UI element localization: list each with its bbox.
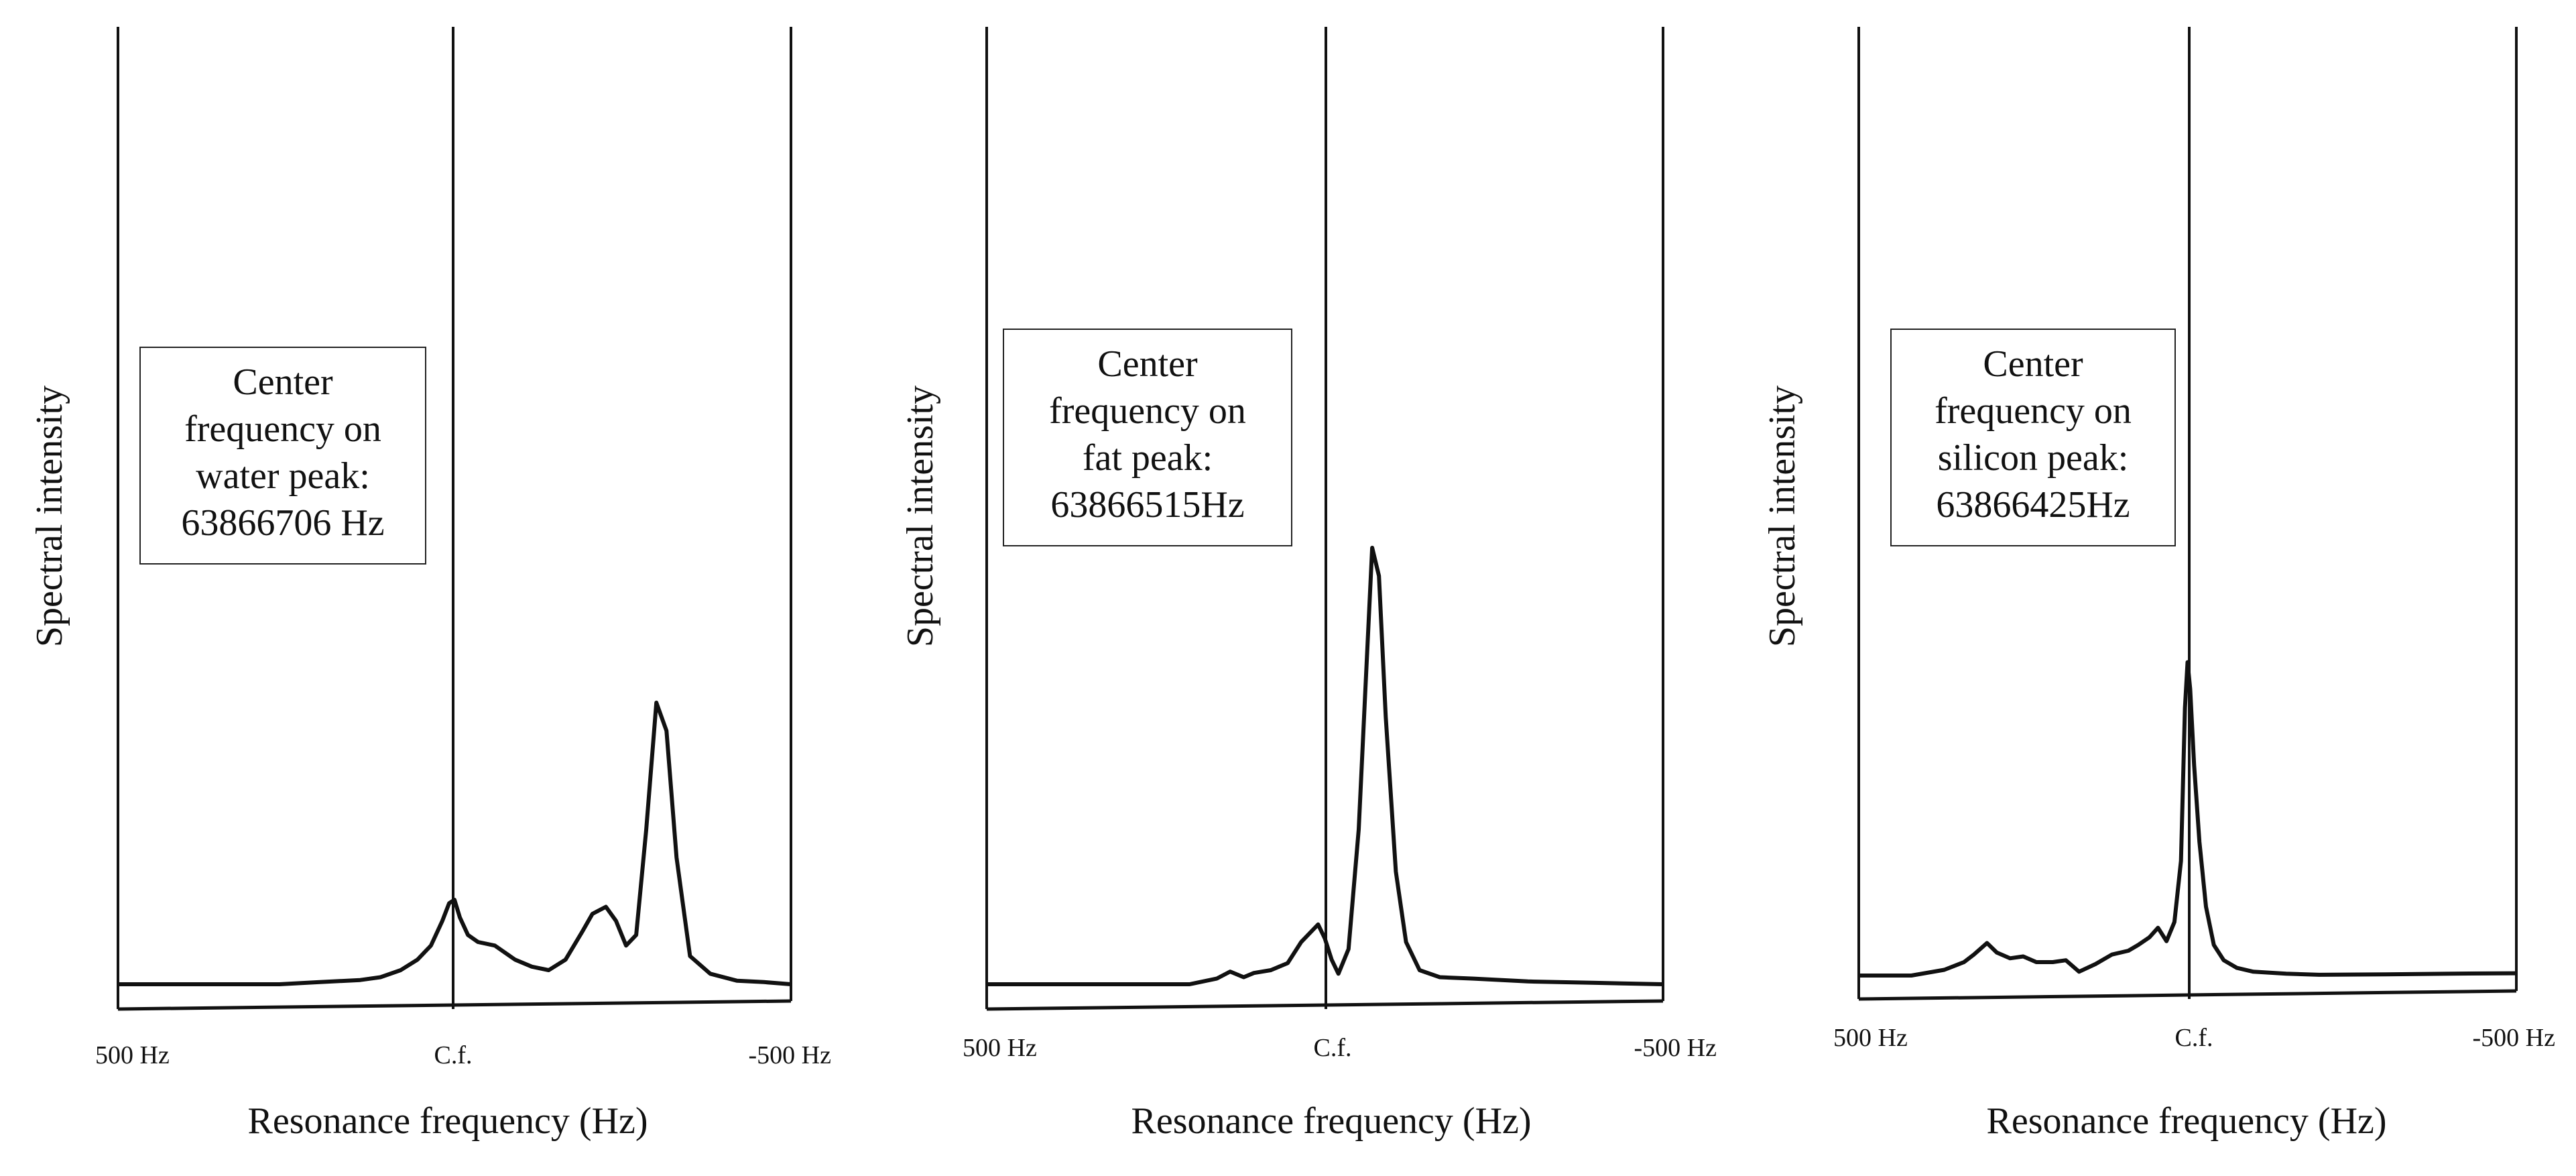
x-axis-label: Resonance frequency (Hz) bbox=[1131, 1100, 1531, 1142]
spectrum-series-line bbox=[118, 701, 792, 986]
annotation-line: 63866425Hz bbox=[1936, 484, 2130, 526]
x-tick-right: -500 Hz bbox=[2473, 1024, 2555, 1052]
x-axis-label: Resonance frequency (Hz) bbox=[1986, 1100, 2386, 1142]
center-frequency-annotation: Center frequency on water peak: 63866706… bbox=[139, 347, 426, 565]
y-axis-label: Spectral intensity bbox=[1762, 386, 1803, 647]
annotation-line: 63866515Hz bbox=[1050, 484, 1245, 526]
y-axis-label: Spectral intensity bbox=[29, 386, 70, 647]
x-tick-center: C.f. bbox=[434, 1041, 473, 1069]
center-frequency-annotation: Center frequency on silicon peak: 638664… bbox=[1890, 329, 2176, 546]
annotation-line: Center bbox=[1097, 343, 1198, 385]
x-tick-center: C.f. bbox=[2175, 1024, 2213, 1052]
x-tick-left: 500 Hz bbox=[963, 1034, 1037, 1062]
annotation-line: frequency on bbox=[1049, 390, 1246, 432]
annotation-line: water peak: bbox=[196, 455, 370, 497]
x-axis-line bbox=[1858, 989, 2517, 1001]
x-tick-left: 500 Hz bbox=[95, 1041, 170, 1069]
spectrum-panel-silicon: Spectral intensity 500 Hz C.f. -500 Hz R… bbox=[1717, 0, 2576, 1176]
y-axis-label: Spectral intensity bbox=[900, 386, 941, 647]
annotation-line: frequency on bbox=[184, 408, 381, 450]
spectrum-series-line bbox=[1859, 660, 2517, 978]
annotation-line: silicon peak: bbox=[1937, 437, 2129, 479]
annotation-line: fat peak: bbox=[1082, 437, 1213, 479]
panel-svg: Spectral intensity 500 Hz C.f. -500 Hz R… bbox=[29, 27, 831, 1142]
spectrum-panel-fat: Spectral intensity 500 Hz C.f. -500 Hz R… bbox=[865, 0, 1724, 1176]
annotation-line: frequency on bbox=[1935, 390, 2132, 432]
spectrum-series-line bbox=[987, 546, 1664, 986]
panel-svg: Spectral intensity 500 Hz C.f. -500 Hz R… bbox=[900, 27, 1717, 1142]
spectrum-panel-water: Spectral intensity 500 Hz C.f. -500 Hz R… bbox=[0, 0, 859, 1176]
annotation-line: Center bbox=[1983, 343, 2083, 385]
annotation-line: Center bbox=[233, 361, 333, 403]
x-axis-label: Resonance frequency (Hz) bbox=[247, 1100, 648, 1142]
panel-svg: Spectral intensity 500 Hz C.f. -500 Hz R… bbox=[1762, 27, 2555, 1142]
x-tick-left: 500 Hz bbox=[1833, 1024, 1908, 1052]
x-tick-center: C.f. bbox=[1314, 1034, 1352, 1062]
x-tick-right: -500 Hz bbox=[1634, 1034, 1717, 1062]
annotation-line: 63866706 Hz bbox=[181, 502, 385, 544]
x-tick-right: -500 Hz bbox=[749, 1041, 831, 1069]
center-frequency-annotation: Center frequency on fat peak: 63866515Hz bbox=[1003, 329, 1292, 546]
